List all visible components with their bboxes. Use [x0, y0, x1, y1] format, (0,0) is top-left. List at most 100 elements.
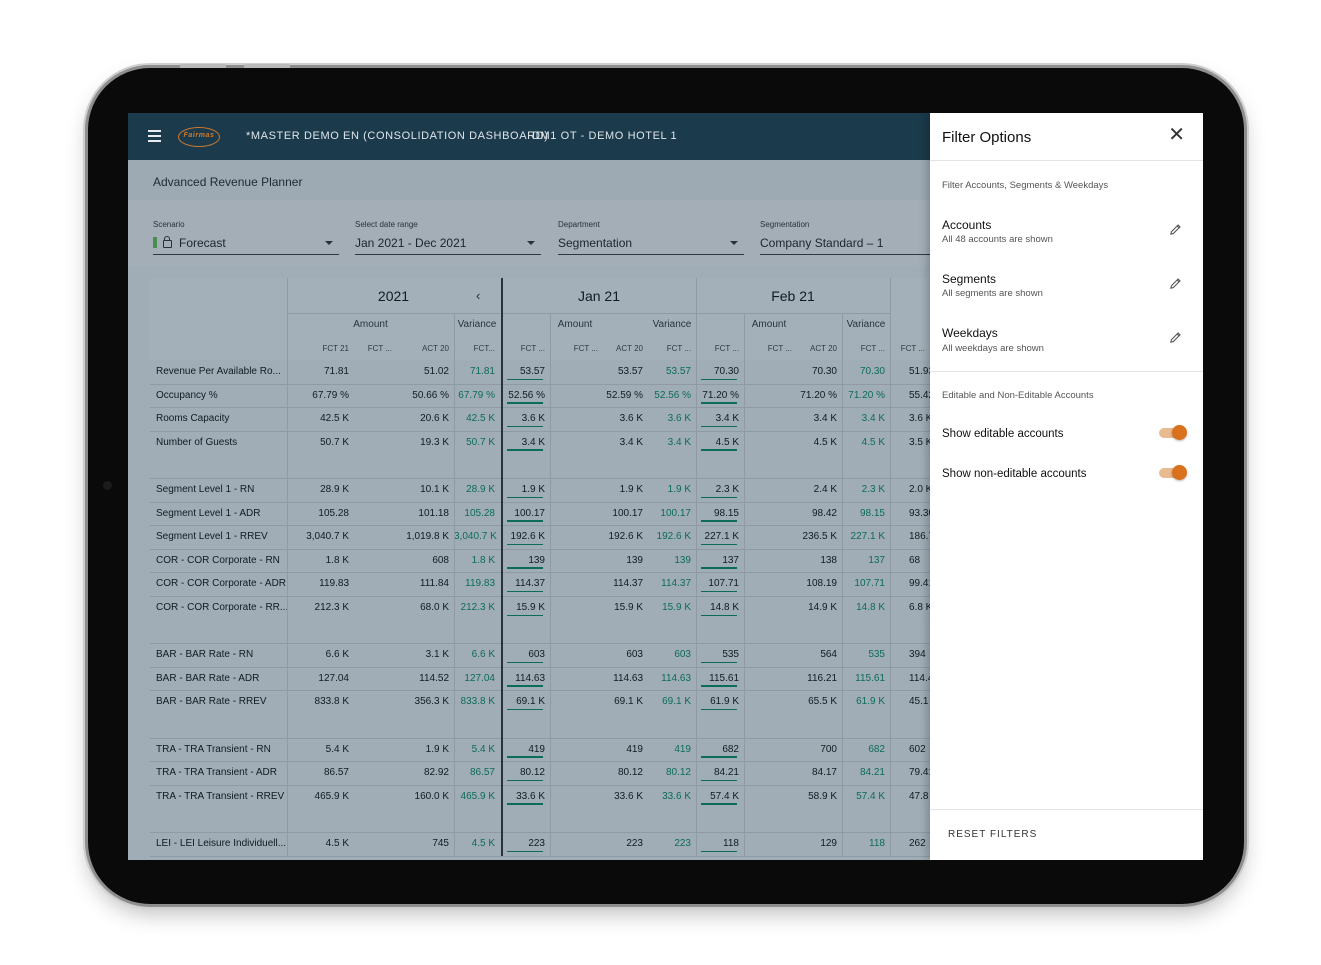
column-divider	[696, 278, 697, 314]
divider	[930, 371, 1203, 372]
table-cell[interactable]: 114.37	[502, 572, 550, 595]
table-cell[interactable]	[696, 808, 744, 831]
table-cell	[648, 620, 696, 643]
table-cell[interactable]: 69.1 K	[502, 690, 550, 713]
table-cell[interactable]	[696, 454, 744, 477]
table-cell: 70.30	[811, 366, 837, 377]
table-cell: 42.5 K	[466, 413, 495, 425]
table-cell[interactable]: 107.71	[696, 572, 744, 595]
table-cell: 212.3 K	[314, 602, 349, 613]
table-cell[interactable]: 14.8 K	[696, 596, 744, 619]
table-cell[interactable]	[502, 714, 550, 737]
period-header: 2021	[287, 278, 500, 314]
non-editable-accounts-toggle[interactable]	[1159, 465, 1187, 481]
pencil-icon[interactable]	[1169, 277, 1182, 290]
table-cell	[287, 714, 354, 737]
column-header: FCT ...	[520, 344, 545, 353]
column-header: FCT ...	[573, 344, 598, 353]
editable-underline	[701, 685, 737, 687]
pencil-icon[interactable]	[1169, 331, 1182, 344]
table-cell: 51.93	[909, 366, 930, 377]
pencil-icon[interactable]	[1169, 223, 1182, 236]
editable-accounts-toggle[interactable]	[1159, 425, 1187, 441]
row-label	[150, 454, 287, 477]
table-cell: 356.3 K	[414, 696, 449, 708]
table-cell[interactable]: 3.4 K	[696, 407, 744, 430]
table-cell[interactable]	[502, 808, 550, 831]
table-cell[interactable]: 137	[696, 549, 744, 572]
table-cell: 20.6 K	[420, 413, 449, 425]
editable-toggle-label: Show editable accounts	[942, 428, 1064, 440]
table-cell[interactable]: 100.17	[502, 502, 550, 525]
table-cell: 67.79 %	[458, 389, 495, 401]
table-cell: 68.0 K	[420, 602, 449, 613]
row-label	[150, 808, 287, 831]
table-cell[interactable]: 603	[502, 643, 550, 666]
table-cell: 71.20 %	[848, 389, 885, 401]
column-divider	[550, 314, 551, 856]
column-divider	[890, 278, 891, 314]
table-cell[interactable]: 53.57	[502, 360, 550, 383]
table-cell[interactable]: 33.6 K	[502, 785, 550, 808]
table-cell[interactable]: 61.9 K	[696, 690, 744, 713]
table-cell	[287, 808, 354, 831]
table-cell[interactable]: 115.61	[696, 667, 744, 690]
table-cell[interactable]: 3.4 K	[502, 431, 550, 454]
table-cell[interactable]: 227.1 K	[696, 525, 744, 548]
row-label: Segment Level 1 - RREV	[156, 531, 268, 543]
volume-button	[244, 64, 290, 68]
table-cell[interactable]: 118	[696, 832, 744, 855]
table-cell[interactable]: 70.30	[696, 360, 744, 383]
table-cell[interactable]: 114.63	[502, 667, 550, 690]
table-cell[interactable]: 98.15	[696, 502, 744, 525]
editable-underline	[701, 378, 737, 380]
table-cell[interactable]: 139	[502, 549, 550, 572]
close-icon[interactable]: ✕	[1168, 124, 1185, 146]
table-cell[interactable]: 223	[502, 832, 550, 855]
segmentation-value: Company Standard – 1	[760, 236, 884, 250]
menu-icon[interactable]	[148, 130, 161, 145]
table-cell[interactable]: 4.5 K	[696, 431, 744, 454]
table-cell[interactable]: 682	[696, 738, 744, 761]
table-cell[interactable]	[502, 620, 550, 643]
table-cell[interactable]: 192.6 K	[502, 525, 550, 548]
table-cell[interactable]	[696, 620, 744, 643]
table-cell[interactable]	[502, 454, 550, 477]
column-header: FCT 21	[322, 344, 349, 353]
table-cell: 80.12	[665, 767, 691, 779]
row-label: Occupancy %	[156, 389, 218, 401]
date-range-select[interactable]: Select date range Jan 2021 - Dec 2021	[355, 220, 541, 255]
table-cell[interactable]: 15.9 K	[502, 596, 550, 619]
app-title[interactable]: *MASTER DEMO EN (CONSOLIDATION DASHBOARD…	[246, 130, 549, 142]
editable-underline	[701, 402, 737, 404]
table-cell: 58.9 K	[808, 790, 837, 802]
department-select[interactable]: Department Segmentation	[558, 220, 744, 255]
spacer-row	[150, 808, 930, 833]
table-cell[interactable]: 419	[502, 738, 550, 761]
table-cell[interactable]: 84.21	[696, 761, 744, 784]
scenario-select[interactable]: Scenario Forecast	[153, 220, 339, 255]
column-header: FCT ...	[767, 344, 792, 353]
table-cell: 100.17	[612, 507, 643, 519]
chevron-left-icon[interactable]: ‹	[476, 288, 481, 302]
variance-header: Variance	[457, 319, 497, 330]
table-cell[interactable]: 535	[696, 643, 744, 666]
table-cell[interactable]: 3.6 K	[502, 407, 550, 430]
table-cell: 192.6 K	[656, 531, 691, 543]
editable-underline	[507, 449, 543, 451]
segmentation-select[interactable]: Segmentation Company Standard – 1	[760, 220, 930, 255]
table-cell[interactable]: 71.20 %	[696, 384, 744, 407]
table-cell[interactable]: 57.4 K	[696, 785, 744, 808]
table-cell	[890, 454, 930, 477]
table-row: TRA - TRA Transient - RREV 465.9 K 160.0 K…	[150, 785, 930, 810]
table-cell[interactable]: 80.12	[502, 761, 550, 784]
table-cell[interactable]	[696, 714, 744, 737]
column-header: ACT 20	[422, 344, 449, 353]
table-cell[interactable]: 2.3 K	[696, 478, 744, 501]
column-divider	[696, 314, 697, 856]
editable-underline	[701, 520, 737, 522]
table-cell[interactable]: 1.9 K	[502, 478, 550, 501]
hotel-name[interactable]: DM1 OT - DEMO HOTEL 1	[532, 130, 678, 142]
reset-filters-button[interactable]: RESET FILTERS	[948, 829, 1038, 840]
table-cell[interactable]: 52.56 %	[502, 384, 550, 407]
